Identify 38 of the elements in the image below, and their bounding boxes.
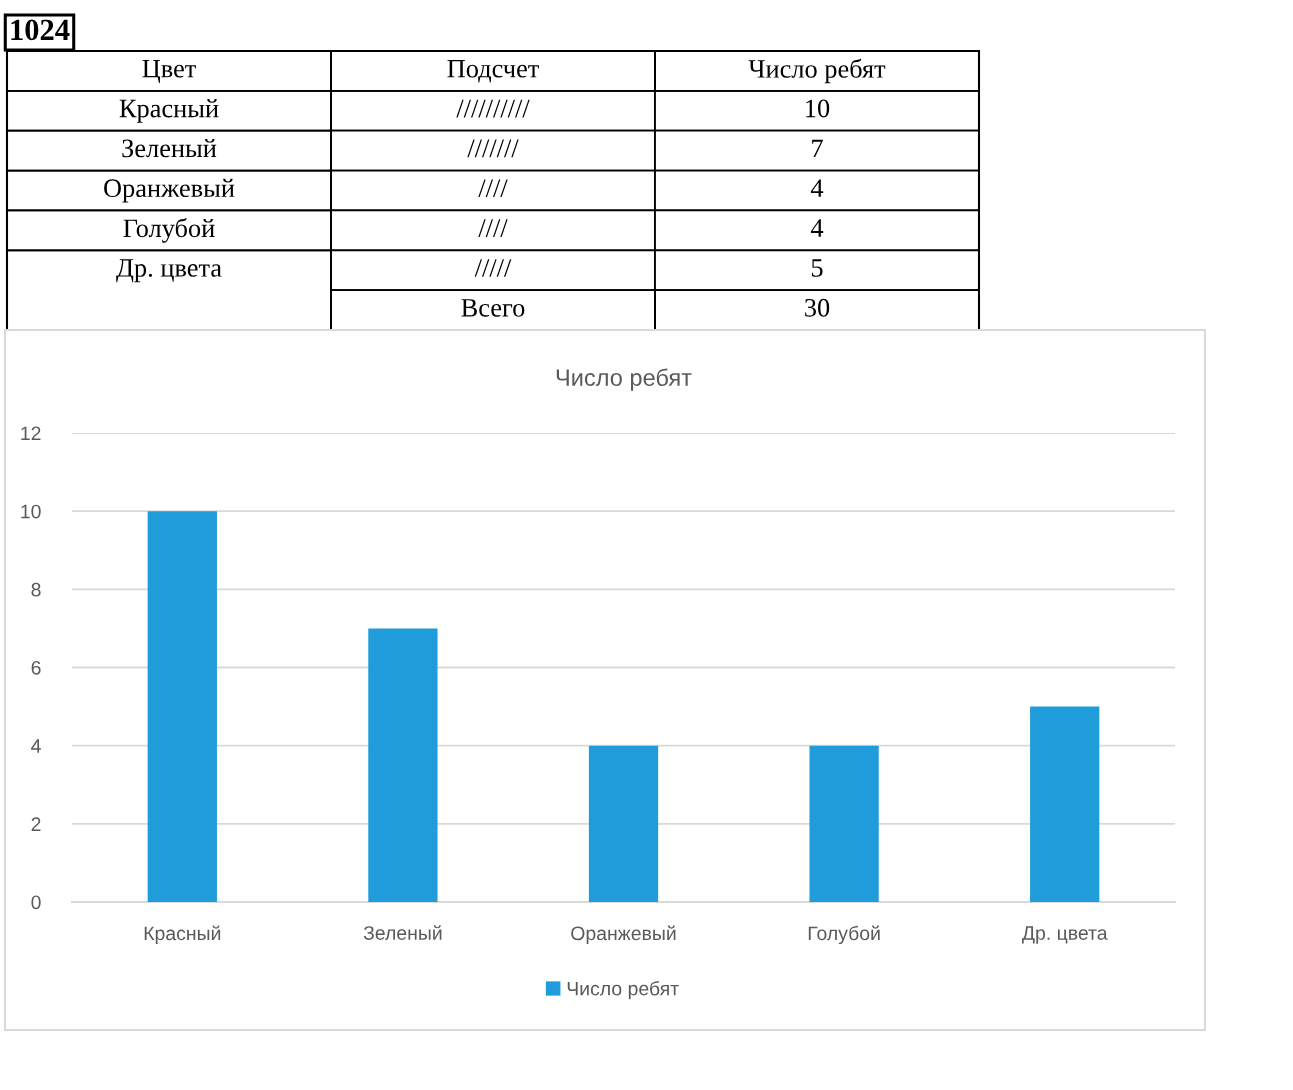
text: 5 (811, 259, 823, 277)
y-tick-label: 0 (31, 895, 41, 910)
x-tick-label: Зеленый (363, 925, 442, 940)
bar (1030, 706, 1100, 902)
text: 1024 (11, 19, 70, 41)
text: //// (478, 179, 508, 198)
bar (588, 745, 659, 902)
y-tick-label: 8 (31, 582, 41, 597)
y-axis-title: Цвет (142, 59, 196, 83)
y-tick-label: 4 (31, 739, 41, 753)
y-tick-label: 12 (21, 426, 41, 441)
text: ///// (474, 259, 512, 277)
bar (809, 745, 879, 902)
y-tick-label: 6 (31, 660, 41, 675)
y-tick-label: Др. цвета (116, 259, 222, 283)
bar (368, 628, 438, 902)
x-tick-label: Голубой (808, 925, 880, 945)
text: /////// (467, 139, 519, 158)
chart-title: Число ребят (556, 368, 692, 391)
y-tick-label: Зеленый (122, 138, 217, 158)
x-tick-label: Оранжевый (571, 925, 676, 945)
y-tick-label: Голубой (123, 218, 215, 243)
y-tick-label: 10 (21, 504, 41, 519)
x-tick-label: Др. цвета (1022, 926, 1108, 944)
text: 4 (810, 219, 824, 237)
y-tick-label: Оранжевый (104, 178, 235, 203)
annotation: Всего (461, 299, 525, 317)
annotation: 30 (805, 298, 830, 317)
legend-label: Число ребят (567, 981, 679, 1000)
text: //// (478, 219, 508, 237)
text: 4 (810, 179, 824, 197)
y-tick-label: 2 (31, 817, 41, 831)
text: 7 (812, 139, 823, 157)
text: ////////// (456, 99, 530, 118)
bar (147, 511, 217, 902)
text: 10 (806, 99, 830, 118)
y-tick-label: Красный (119, 99, 219, 123)
x-tick-label: Подсчет (447, 59, 539, 83)
